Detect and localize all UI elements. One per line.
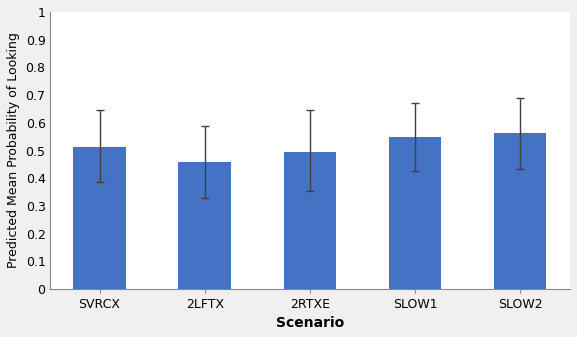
Y-axis label: Predicted Mean Probability of Looking: Predicted Mean Probability of Looking (7, 33, 20, 269)
Bar (389, 137, 441, 289)
Bar (494, 133, 546, 289)
Bar (283, 152, 336, 289)
Bar (73, 148, 126, 289)
X-axis label: Scenario: Scenario (276, 316, 344, 330)
Bar (178, 162, 231, 289)
